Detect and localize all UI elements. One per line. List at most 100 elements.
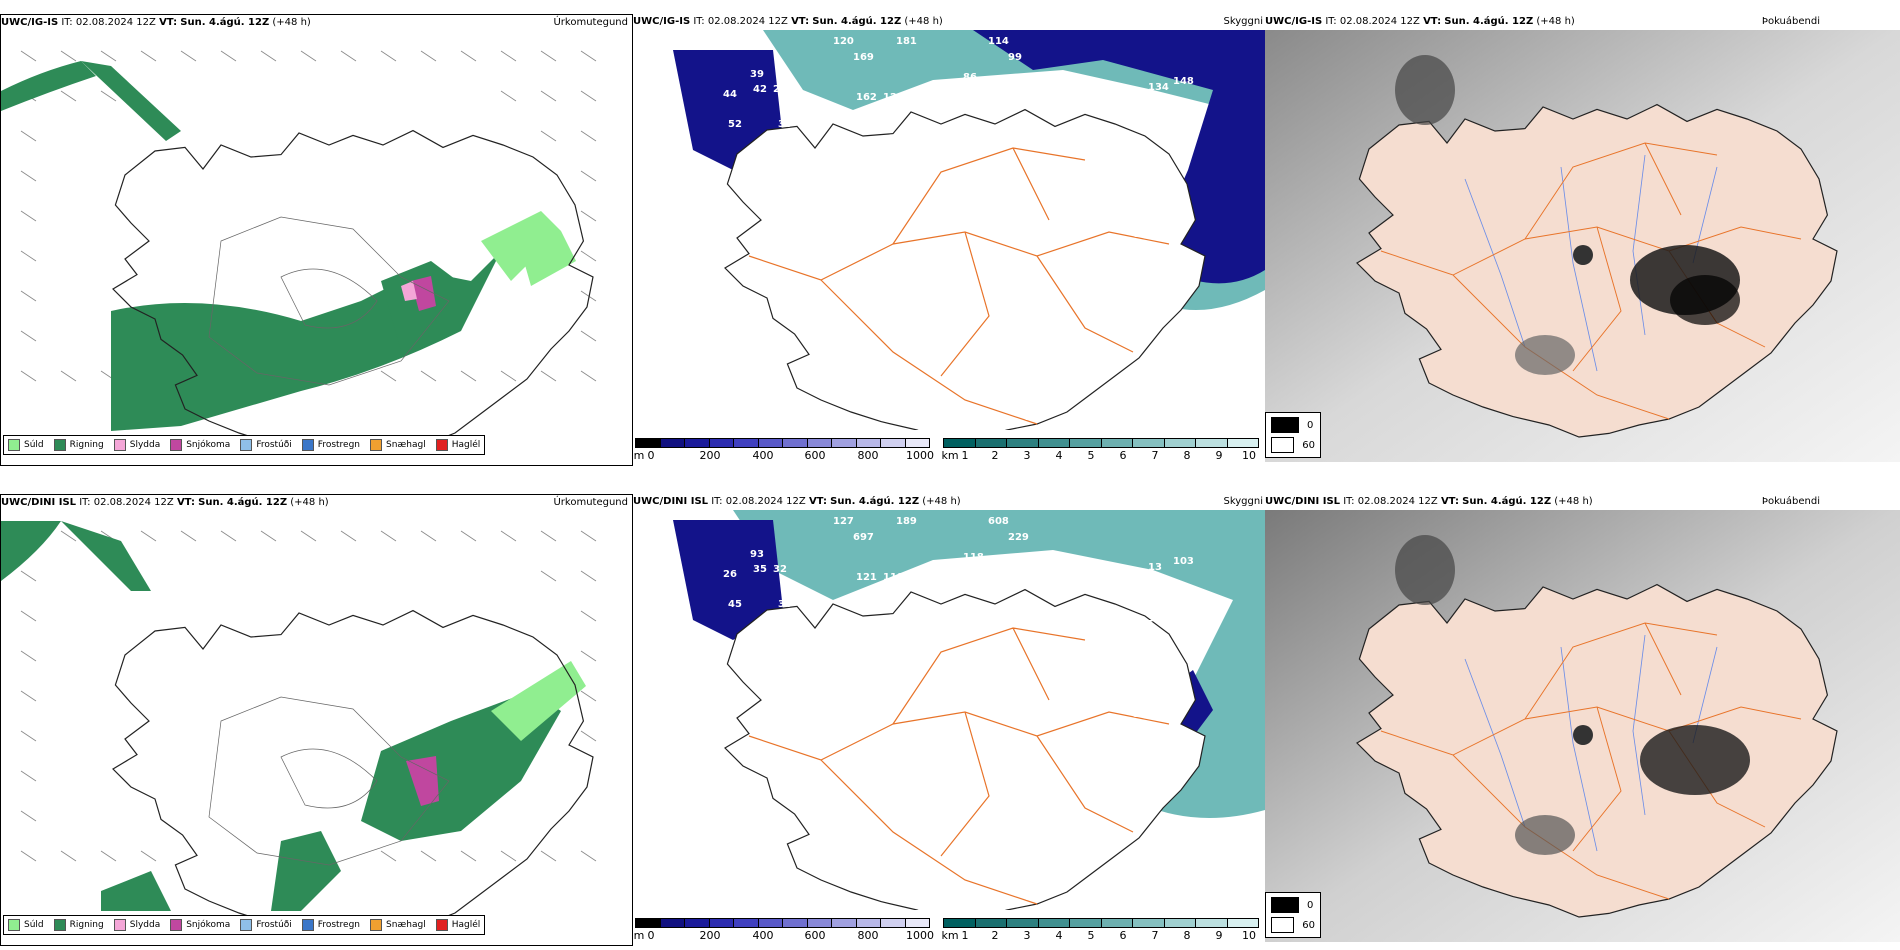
legend-item: Súld [8,439,44,451]
legend-label: Slydda [129,440,161,450]
visibility-value: 84 [1138,244,1152,255]
visibility-value: 33 [1046,319,1060,330]
colorbar-tick: 5 [1087,929,1095,942]
legend-swatch [8,919,20,931]
colorbar-segment [1227,919,1258,927]
visibility-value: 42 [753,84,767,95]
colorbar-segment [1038,439,1070,447]
visibility-value: 36 [1133,709,1147,720]
colorbar-boxes [943,918,1259,928]
visibility-value: 32 [1048,354,1062,365]
precip-areas [1,61,576,431]
it-value: 02.08.2024 12Z [93,497,174,508]
km-colorbar: km 1 2 3 4 5 6 7 8 9 10 [941,438,1259,462]
colorbar-segment [783,919,808,927]
panel-header: UWC/IG-IS IT: 02.08.2024 12Z VT: Sun. 4.… [633,14,1265,30]
visibility-value: 110 [955,904,976,915]
visibility-value: 114 [988,36,1009,47]
colorbar-tick: 6 [1119,929,1127,942]
legend-label: Frostregn [317,440,361,450]
legend-item: Frostúði [240,439,292,451]
cloud-legend-row: 0 [1271,417,1315,433]
visibility-value: 24 [1025,412,1039,423]
legend-item: Rigning [53,919,104,931]
vt-value: Sun. 4.ágú. 12Z [1444,16,1534,27]
colorbar-segment [783,439,808,447]
visibility-value: 31 [1051,336,1065,347]
cloud-legend-label: 0 [1307,899,1314,911]
colorbar-segment [807,439,832,447]
visibility-value: 75 [898,576,912,587]
cloud-legend-swatch [1271,437,1295,453]
colorbar-unit: km [941,449,959,462]
colorbar-segment [975,439,1007,447]
km-colorbar: km 1 2 3 4 5 6 7 8 9 10 [941,918,1259,942]
contours [208,696,450,866]
it-label: IT: [61,17,73,28]
cloud-legend-label: 60 [1302,439,1315,451]
rivers [1464,634,1718,852]
colorbar-segment [1133,919,1165,927]
visibility-value: 66 [1138,219,1152,230]
cloud-legend: 0 60 [1265,892,1321,938]
colorbar-tick: 7 [1151,929,1159,942]
visibility-value: 99 [1008,52,1022,63]
colorbar-segment [685,439,710,447]
panel-title: Úrkomutegund [553,497,628,508]
rivers [1464,154,1718,372]
visibility-value: 92 [1168,114,1182,125]
visibility-value: 112 [1143,639,1164,650]
colorbar-segment [881,919,906,927]
legend-item: Slydda [113,439,161,451]
precip-panel-top: UWC/IG-IS IT: 02.08.2024 12Z VT: Sun. 4.… [0,14,633,466]
legend-swatch [370,439,383,451]
visibility-value: 13 [1148,562,1162,573]
colorbar-segment [1007,919,1039,927]
legend-label: Slydda [129,920,161,930]
visibility-value: 91 [923,84,937,95]
legend-swatch [113,919,126,931]
colorbar-segment [807,919,832,927]
panel-header: UWC/DINI ISL IT: 02.08.2024 12Z VT: Sun.… [633,494,1265,510]
colorbar-tick: 400 [752,449,774,462]
colorbar-segment [1038,919,1070,927]
legend-item: Súld [8,919,44,931]
colorbar-segment [1101,439,1133,447]
colorbar-tick: 800 [857,929,879,942]
visibility-value: 148 [1173,76,1194,87]
colorbar-tick: 9 [1215,929,1223,942]
colorbar-segment [881,439,906,447]
roads [748,147,1170,425]
visibility-value: 95 [1136,204,1150,215]
cloud-legend-row: 60 [1271,917,1315,933]
lead-time: (+48 h) [272,17,311,28]
visibility-value: 697 [853,532,874,543]
legend-label: Haglél [451,920,481,930]
colorbar-segment [709,439,734,447]
visibility-value: 120 [833,36,854,47]
colorbar-segment [734,919,759,927]
colorbar-ticks: km 1 2 3 4 5 6 7 8 9 10 [941,928,1259,942]
visibility-value: 86 [963,72,977,83]
cloud-legend-label: 60 [1302,919,1315,931]
visibility-value: 112 [1043,589,1064,600]
colorbar-tick: 2 [991,449,999,462]
colorbar-segment [660,439,685,447]
it-label: IT: [693,16,705,27]
legend-item: Haglél [435,919,481,931]
colorbar-segment [1133,439,1165,447]
visibility-value: 82 [1128,174,1142,185]
visibility-value: 36 [778,119,792,130]
colorbar-segment [734,439,759,447]
panel-header: UWC/IG-IS IT: 02.08.2024 12Z VT: Sun. 4.… [1,15,632,31]
colorbar-segment [685,919,710,927]
cloud-panel-bottom: UWC/DINI ISL IT: 02.08.2024 12Z VT: Sun.… [1265,494,1900,946]
colorbar-segment [856,439,881,447]
vt-value: Sun. 4.ágú. 12Z [812,16,902,27]
visibility-value: 99 [1136,319,1150,330]
colorbar-unit: km [941,929,959,942]
vt-label: VT: [1440,496,1459,507]
visibility-value: 126 [883,92,904,103]
visibility-value: 29 [773,84,787,95]
colorbar-segment [1196,919,1228,927]
